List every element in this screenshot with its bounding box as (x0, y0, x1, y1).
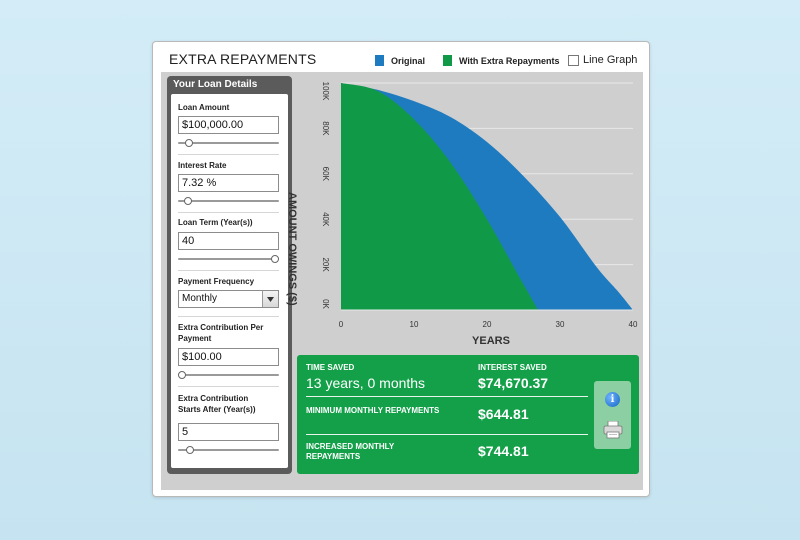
loan-term-input[interactable] (178, 232, 279, 250)
extra-contribution-slider[interactable] (178, 371, 279, 379)
loan-amount-slider[interactable] (178, 139, 279, 147)
line-graph-checkbox[interactable] (568, 55, 579, 66)
x-tick-label: 0 (339, 320, 344, 329)
interest-rate-label: Interest Rate (178, 161, 227, 170)
loan-term-label: Loan Term (Year(s)) (178, 218, 253, 227)
results-panel: TIME SAVED 13 years, 0 months INTEREST S… (297, 355, 639, 474)
interest-rate-slider[interactable] (178, 197, 279, 205)
x-tick-label: 20 (483, 320, 492, 329)
inc-monthly-value: $744.81 (478, 443, 529, 459)
inc-monthly-label-line2: REPAYMENTS (306, 452, 361, 461)
slider-thumb[interactable] (185, 139, 194, 147)
payment-frequency-select[interactable]: Monthly (178, 290, 279, 308)
extra-contribution-input[interactable] (178, 348, 279, 366)
amount-owing-chart: 0K 20K 40K 60K 80K 100K 0 10 20 30 40 YEARS (321, 82, 638, 347)
legend-original-swatch (375, 55, 384, 66)
y-axis-title: AMOUNT OWINGS ($) (286, 192, 298, 306)
legend-extra-swatch (443, 55, 452, 66)
extra-starts-label-line2: Starts After (Year(s)) (178, 405, 256, 414)
series-extra-area (341, 83, 539, 310)
line-graph-label[interactable]: Line Graph (583, 54, 638, 66)
page-title: EXTRA REPAYMENTS (169, 51, 317, 67)
time-saved-value: 13 years, 0 months (306, 375, 426, 391)
divider (178, 270, 279, 271)
loan-term-slider[interactable] (178, 255, 279, 263)
y-tick-label: 0K (321, 299, 330, 309)
slider-track (178, 374, 279, 376)
x-tick-label: 40 (629, 320, 638, 329)
divider (178, 212, 279, 213)
divider (178, 386, 279, 387)
calculator-card: EXTRA REPAYMENTS Original With Extra Rep… (152, 41, 650, 497)
slider-thumb[interactable] (178, 371, 186, 379)
interest-saved-value: $74,670.37 (478, 375, 549, 391)
interest-saved-label: INTEREST SAVED (478, 363, 547, 372)
y-tick-label: 80K (321, 121, 330, 136)
slider-thumb[interactable] (183, 197, 192, 205)
extra-starts-label: Extra Contribution Starts After (Year(s)… (178, 393, 256, 415)
min-monthly-value: $644.81 (478, 406, 529, 422)
results-divider (306, 434, 588, 435)
inc-monthly-label: INCREASED MONTHLY REPAYMENTS (306, 442, 394, 462)
extra-starts-slider[interactable] (178, 446, 279, 454)
legend-original-label: Original (391, 56, 426, 66)
y-tick-label: 40K (321, 212, 330, 227)
inc-monthly-label-line1: INCREASED MONTHLY (306, 442, 395, 451)
y-tick-label: 100K (321, 82, 330, 101)
extra-starts-input[interactable] (178, 423, 279, 441)
payment-frequency-value: Monthly (182, 293, 218, 304)
loan-amount-label: Loan Amount (178, 103, 230, 112)
payment-frequency-label: Payment Frequency (178, 277, 255, 286)
loan-details-panel: Your Loan Details Loan Amount Interest R… (167, 76, 292, 474)
slider-track (178, 142, 279, 144)
slider-track (178, 200, 279, 202)
x-tick-label: 10 (410, 320, 419, 329)
extra-contribution-label-line1: Extra Contribution Per (178, 323, 264, 332)
x-axis-title: YEARS (472, 335, 510, 347)
y-tick-label: 20K (321, 257, 330, 272)
chart-legend: Original With Extra Repayments Line Grap… (375, 54, 639, 68)
extra-contribution-label: Extra Contribution Per Payment (178, 322, 263, 344)
panel-body: Loan Amount Interest Rate Loan Term (Yea… (171, 94, 288, 468)
slider-track (178, 258, 279, 260)
slider-thumb[interactable] (186, 446, 195, 454)
printer-icon[interactable] (603, 420, 623, 444)
min-monthly-label: MINIMUM MONTHLY REPAYMENTS (306, 406, 440, 415)
x-tick-label: 30 (556, 320, 565, 329)
legend-extra-label: With Extra Repayments (459, 56, 560, 66)
results-divider (306, 396, 588, 397)
info-icon[interactable]: i (605, 392, 620, 407)
slider-track (178, 449, 279, 451)
loan-amount-input[interactable] (178, 116, 279, 134)
slider-thumb[interactable] (271, 255, 279, 263)
time-saved-label: TIME SAVED (306, 363, 355, 372)
divider (178, 154, 279, 155)
calculator-body: Your Loan Details Loan Amount Interest R… (161, 72, 643, 490)
interest-rate-input[interactable] (178, 174, 279, 192)
divider (178, 316, 279, 317)
extra-starts-label-line1: Extra Contribution (178, 394, 249, 403)
tools-panel: i (594, 381, 631, 449)
y-tick-label: 60K (321, 167, 330, 182)
extra-contribution-label-line2: Payment (178, 334, 212, 343)
panel-title: Your Loan Details (173, 79, 258, 90)
dropdown-arrow-icon[interactable] (262, 291, 278, 307)
